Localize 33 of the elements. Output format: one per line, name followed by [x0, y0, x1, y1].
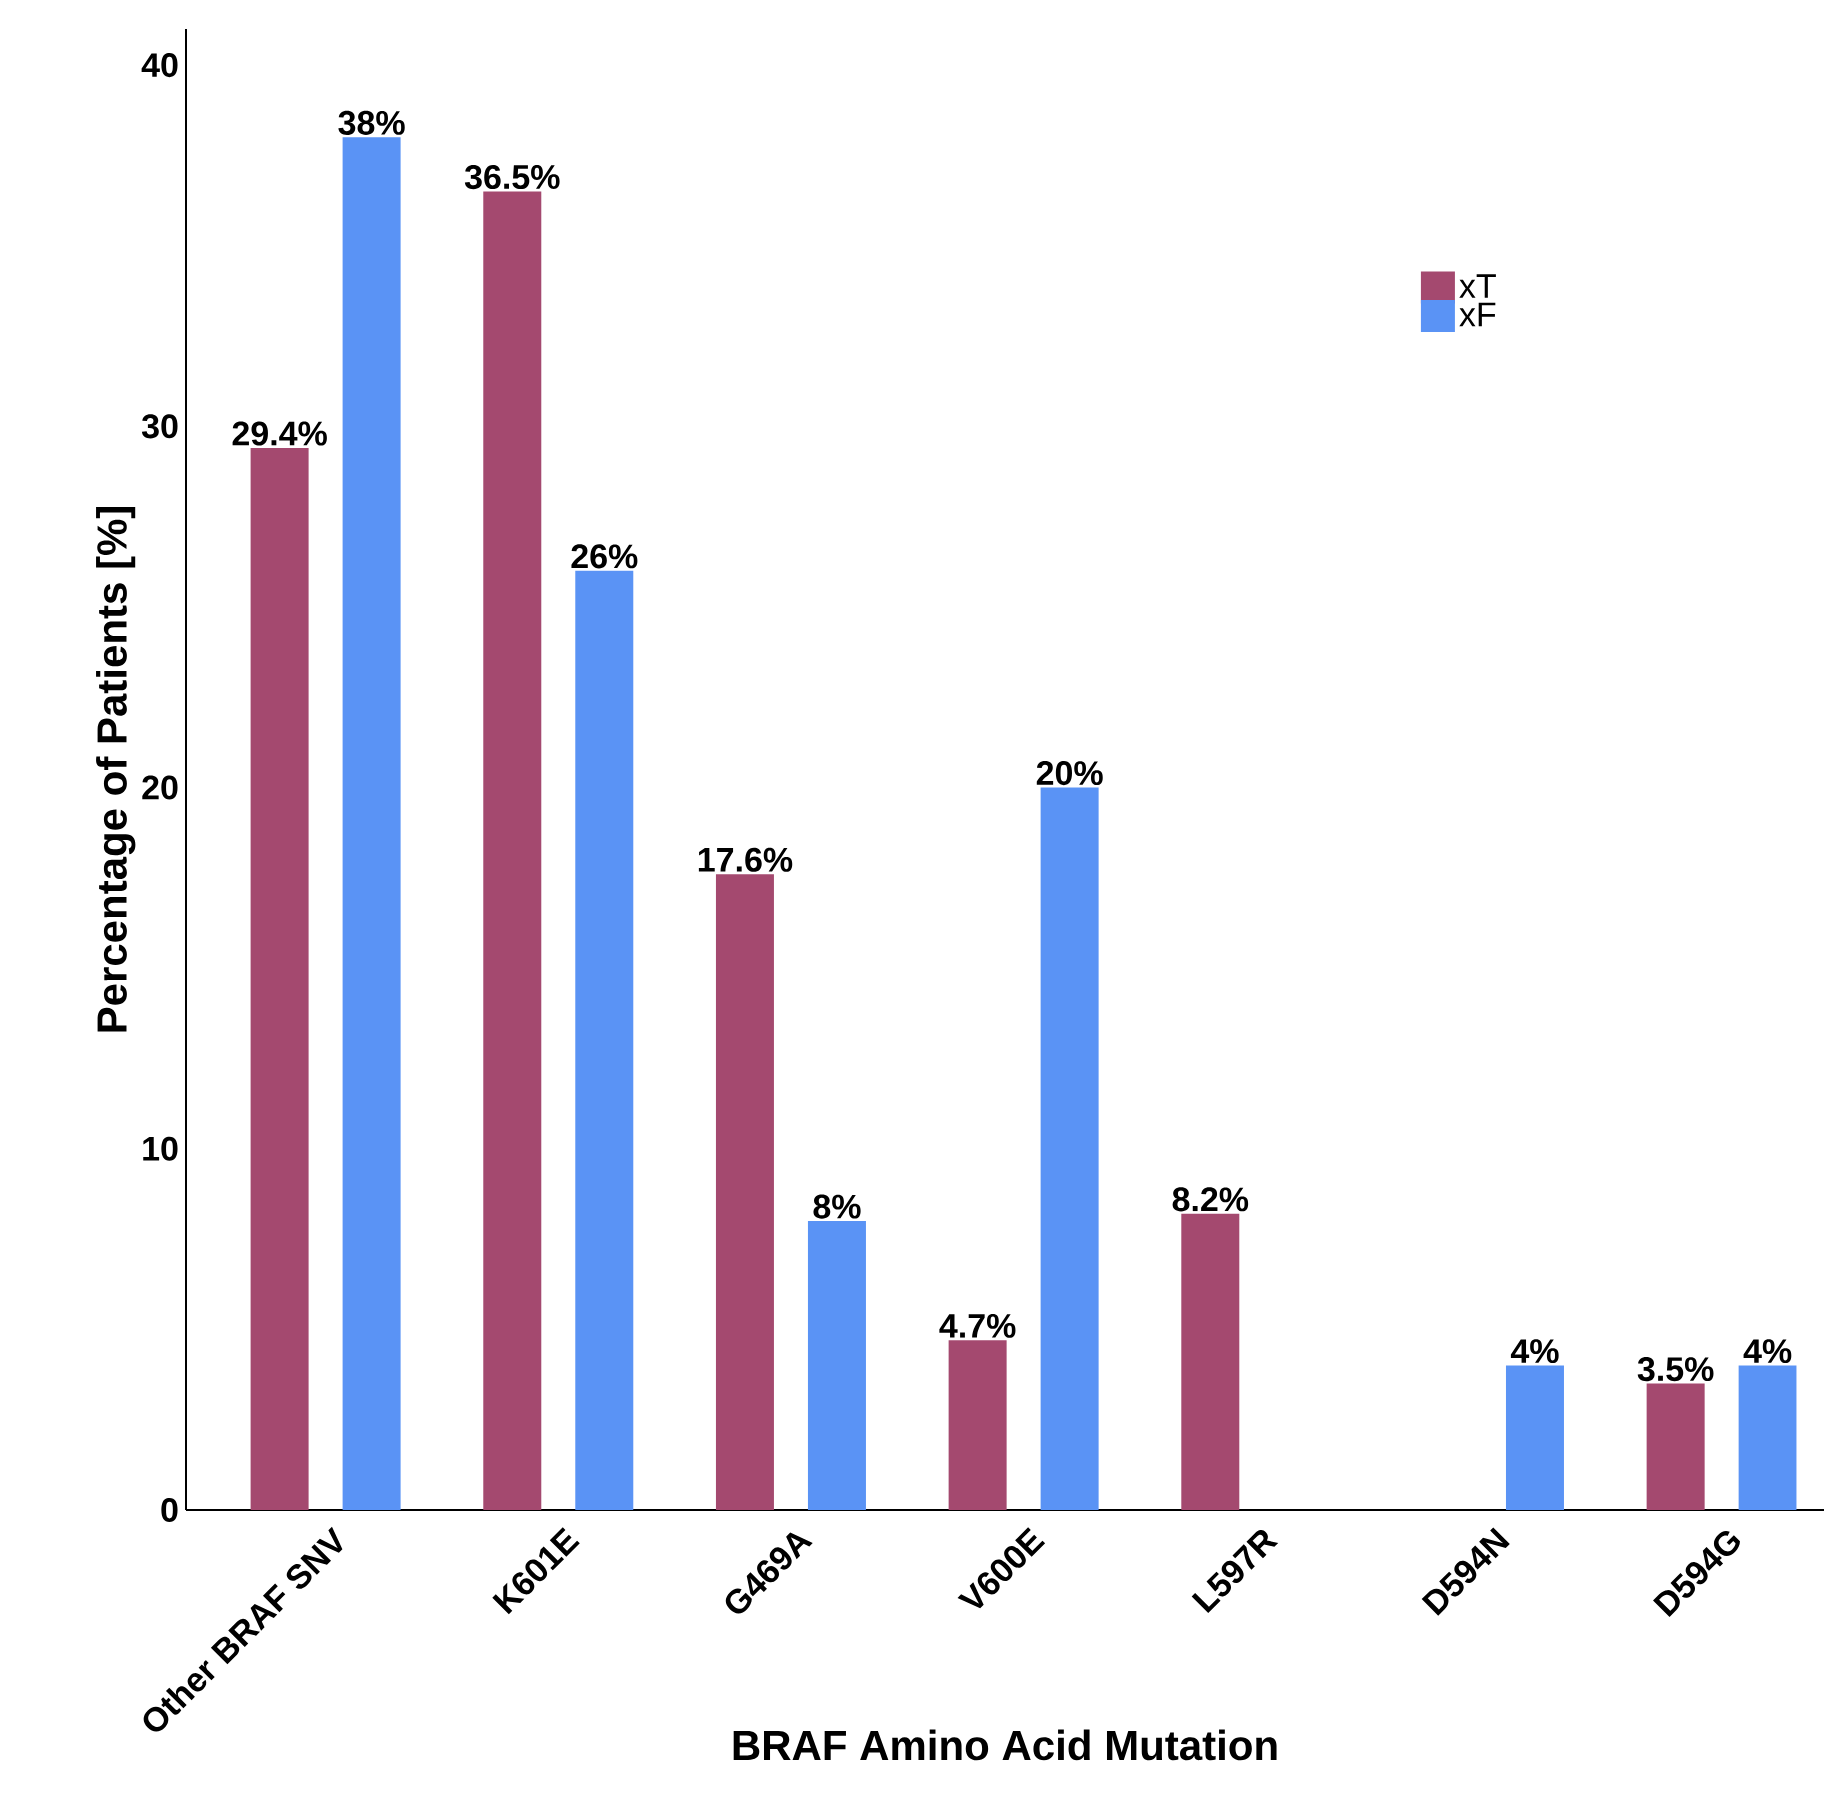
- data-label: 4%: [1743, 1339, 1792, 1364]
- bar: [1646, 1383, 1705, 1510]
- bar: [715, 874, 774, 1510]
- legend-label: xF: [1459, 302, 1496, 327]
- bar: [483, 191, 542, 1510]
- data-label: 26%: [571, 544, 638, 569]
- data-label: 3.5%: [1637, 1357, 1714, 1382]
- x-axis-title: BRAF Amino Acid Mutation: [733, 1729, 1277, 1761]
- bar: [1040, 787, 1099, 1510]
- bar: [807, 1221, 866, 1510]
- bar: [1505, 1365, 1564, 1510]
- bar: [948, 1340, 1007, 1510]
- data-label: 4.7%: [939, 1313, 1016, 1338]
- data-label: 20%: [1036, 761, 1103, 786]
- legend-label: xT: [1459, 274, 1496, 298]
- y-tick-label: 0: [161, 1497, 178, 1523]
- bar: [250, 448, 309, 1510]
- bar: [1738, 1365, 1797, 1510]
- bar: [342, 137, 401, 1510]
- bar: [575, 570, 634, 1510]
- y-tick-label: 20: [142, 775, 178, 800]
- y-tick-label: 40: [141, 53, 178, 78]
- y-tick-label: 30: [141, 414, 178, 439]
- data-label: 36.5%: [464, 165, 560, 190]
- data-label: 38%: [338, 110, 405, 135]
- y-tick-label: 10: [143, 1136, 178, 1161]
- data-label: 17.6%: [698, 847, 793, 872]
- data-label: 29.4%: [232, 421, 327, 446]
- y-axis-title: Percentage of Patients [%]: [96, 507, 136, 1032]
- data-label: 8.2%: [1172, 1187, 1249, 1212]
- data-label: 8%: [813, 1194, 861, 1219]
- bar: [1181, 1213, 1240, 1510]
- data-label: 4%: [1510, 1339, 1559, 1364]
